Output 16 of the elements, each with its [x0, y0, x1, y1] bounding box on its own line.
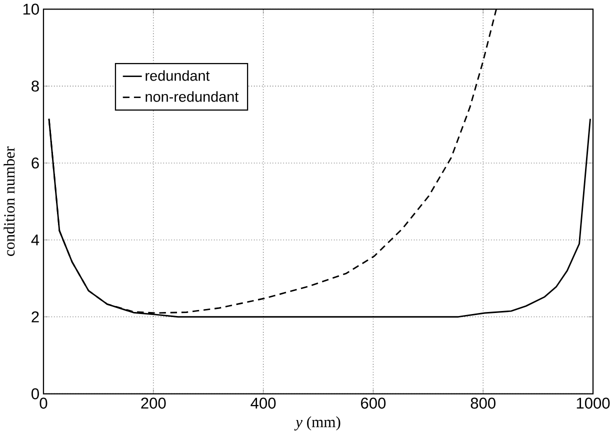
y-tick-label: 10 — [23, 4, 39, 15]
y-tick-label: 4 — [31, 234, 40, 246]
y-axis-title: condition number — [4, 146, 15, 256]
legend-label: redundant — [146, 70, 210, 81]
x-tick-label: 1000 — [576, 398, 610, 409]
x-tick-label: 400 — [250, 398, 276, 409]
x-tick-label: 800 — [470, 398, 496, 409]
y-tick-label: 0 — [32, 388, 39, 400]
y-tick-label: 8 — [32, 80, 39, 92]
x-axis-title: y (mm) — [294, 416, 340, 430]
y-tick-label: 2 — [32, 311, 39, 322]
x-tick-label: 0 — [40, 398, 48, 409]
y-tick-label: 6 — [32, 157, 39, 168]
x-tick-label: 200 — [141, 398, 166, 409]
x-tick-label: 600 — [361, 398, 386, 409]
legend-label: non-redundant — [146, 91, 239, 102]
